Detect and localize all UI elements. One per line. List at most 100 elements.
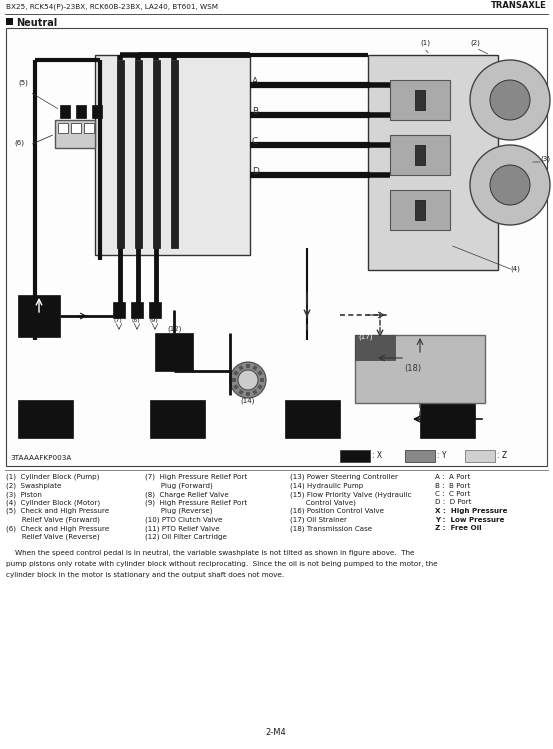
Text: (12) Oil Filter Cartridge: (12) Oil Filter Cartridge (145, 533, 227, 540)
Text: (7)  High Pressure Relief Port: (7) High Pressure Relief Port (145, 474, 247, 481)
Text: (3): (3) (540, 155, 550, 162)
Text: cylinder block in the motor is stationary and the output shaft does not move.: cylinder block in the motor is stationar… (6, 572, 284, 578)
Bar (6, 18, 13, 25)
Bar (6, 28, 547, 466)
Bar (238, 389, 244, 395)
Bar (95, 55, 250, 255)
Bar (238, 366, 244, 371)
Bar (135, 60, 142, 248)
Bar (415, 145, 425, 165)
Bar (390, 80, 450, 120)
Text: (4): (4) (510, 265, 520, 271)
Bar (252, 366, 258, 371)
Bar (415, 200, 425, 220)
Bar (58, 123, 68, 133)
Bar (246, 392, 250, 396)
Bar (92, 105, 102, 118)
Text: D: D (252, 167, 259, 176)
Bar (415, 90, 425, 110)
Text: Control Valve): Control Valve) (290, 500, 356, 506)
Bar (257, 384, 263, 389)
Bar (84, 123, 94, 133)
Text: (6): (6) (14, 139, 24, 145)
Text: : X: : X (372, 452, 382, 461)
Text: (6)  Check and High Pressure: (6) Check and High Pressure (6, 525, 109, 532)
Text: (12): (12) (168, 325, 182, 332)
Bar (465, 450, 495, 462)
Text: pump pistons only rotate with cylinder block without reciprocating.  Since the o: pump pistons only rotate with cylinder b… (6, 561, 437, 567)
Bar (76, 105, 86, 118)
Text: (15) Flow Priority Valve (Hydraulic: (15) Flow Priority Valve (Hydraulic (290, 491, 411, 497)
Text: C :  C Port: C : C Port (435, 491, 470, 497)
Bar (150, 400, 205, 438)
Bar (285, 400, 340, 438)
Bar (257, 370, 263, 376)
Text: (16) Position Control Valve: (16) Position Control Valve (290, 508, 384, 515)
Text: (1): (1) (420, 40, 430, 46)
Text: Relief Valve (Forward): Relief Valve (Forward) (6, 517, 100, 523)
Bar (368, 55, 498, 270)
Bar (252, 389, 258, 395)
Text: A: A (252, 77, 258, 86)
Bar (60, 105, 70, 118)
Bar (405, 450, 435, 462)
Bar (232, 378, 236, 382)
Text: D :  D Port: D : D Port (435, 500, 472, 506)
Text: A :  A Port: A : A Port (435, 474, 470, 480)
Bar (55, 120, 95, 148)
Text: (17): (17) (358, 333, 373, 339)
Bar (233, 370, 238, 376)
Bar (131, 302, 143, 318)
Text: (14) Hydraulic Pump: (14) Hydraulic Pump (290, 482, 363, 489)
Text: (9): (9) (150, 318, 159, 323)
Text: (1)  Cylinder Block (Pump): (1) Cylinder Block (Pump) (6, 474, 100, 481)
Bar (113, 302, 125, 318)
Circle shape (470, 60, 550, 140)
Bar (171, 60, 178, 248)
Text: (13) Power Steering Controller: (13) Power Steering Controller (290, 474, 398, 481)
Text: (8)  Charge Relief Valve: (8) Charge Relief Valve (145, 491, 229, 497)
Bar (18, 400, 73, 438)
Text: 2-M4: 2-M4 (265, 728, 286, 737)
Text: (7): (7) (114, 318, 123, 323)
Text: 3TAAAAFKP003A: 3TAAAAFKP003A (10, 455, 71, 461)
Text: Y :  Low Pressure: Y : Low Pressure (435, 517, 504, 523)
Text: (17) Oil Strainer: (17) Oil Strainer (290, 517, 347, 523)
Bar (149, 302, 161, 318)
Text: (11) PTO Relief Valve: (11) PTO Relief Valve (145, 525, 220, 532)
Text: (5): (5) (18, 80, 28, 86)
Text: TRANSAXLE: TRANSAXLE (491, 1, 547, 10)
Text: Plug (Forward): Plug (Forward) (145, 482, 213, 489)
Text: Neutral: Neutral (16, 19, 58, 28)
Text: (5)  Check and High Pressure: (5) Check and High Pressure (6, 508, 109, 515)
Text: C: C (252, 137, 258, 146)
Text: B: B (252, 107, 258, 116)
Text: (8): (8) (132, 318, 140, 323)
Text: Z :  Free Oil: Z : Free Oil (435, 525, 482, 531)
Text: (9)  High Pressure Relief Port: (9) High Pressure Relief Port (145, 500, 247, 506)
Text: X :  High Pressure: X : High Pressure (435, 508, 507, 514)
Bar (340, 450, 370, 462)
Text: : Y: : Y (437, 452, 446, 461)
Bar (390, 190, 450, 230)
Bar (117, 60, 124, 248)
Circle shape (230, 362, 266, 398)
Bar (260, 378, 264, 382)
Bar (155, 333, 193, 371)
Text: (10) PTO Clutch Valve: (10) PTO Clutch Valve (145, 517, 222, 523)
Text: (18): (18) (404, 363, 421, 372)
Bar (390, 135, 450, 175)
Text: (2): (2) (470, 40, 480, 46)
Text: Plug (Reverse): Plug (Reverse) (145, 508, 212, 515)
Bar (153, 60, 160, 248)
Circle shape (238, 370, 258, 390)
Text: (14): (14) (241, 397, 255, 404)
Text: (3)  Piston: (3) Piston (6, 491, 42, 497)
Text: BX25, RCK54(P)-23BX, RCK60B-23BX, LA240, BT601, WSM: BX25, RCK54(P)-23BX, RCK60B-23BX, LA240,… (6, 4, 218, 10)
Bar (246, 364, 250, 368)
Text: When the speed control pedal is in neutral, the variable swashplate is not tilte: When the speed control pedal is in neutr… (6, 550, 415, 556)
Text: (4)  Cylinder Block (Motor): (4) Cylinder Block (Motor) (6, 500, 100, 506)
Text: : Z: : Z (497, 452, 507, 461)
Circle shape (470, 145, 550, 225)
Circle shape (490, 80, 530, 120)
